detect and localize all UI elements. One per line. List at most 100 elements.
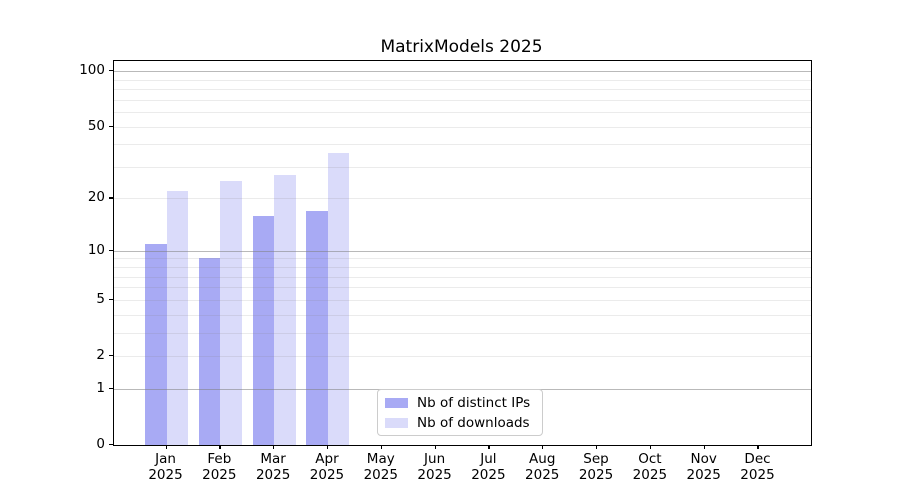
x-tick-month: Dec	[744, 451, 771, 467]
bar-nb-of-distinct-ips-feb	[198, 258, 221, 445]
x-tick-label-mar: Mar 2025	[243, 451, 303, 483]
minor-gridline	[114, 112, 811, 114]
y-tick-mark	[109, 387, 113, 390]
x-tick-month: Apr	[315, 451, 339, 467]
legend-swatch-distinct-ips	[385, 397, 408, 408]
minor-gridline	[114, 314, 811, 316]
minor-gridline	[114, 99, 811, 101]
y-tick-label: 0	[96, 436, 105, 452]
y-tick-label: 10	[87, 241, 105, 258]
x-tick-month: Jan	[155, 451, 176, 467]
x-tick-mark	[703, 445, 705, 449]
major-gridline	[114, 71, 811, 73]
x-tick-year: 2025	[632, 466, 668, 483]
y-tick-mark	[109, 298, 113, 301]
minor-gridline	[114, 299, 811, 301]
x-tick-month: Mar	[260, 451, 286, 467]
x-tick-mark	[326, 445, 329, 449]
x-tick-month: Feb	[207, 451, 232, 467]
x-tick-month: Jun	[424, 451, 446, 467]
legend-label-distinct-ips: Nb of distinct IPs	[417, 394, 531, 411]
x-tick-label-jul: Jul 2025	[458, 451, 518, 483]
x-tick-label-dec: Dec 2025	[727, 451, 787, 483]
x-tick-year: 2025	[363, 466, 398, 483]
x-tick-label-may: May 2025	[351, 451, 411, 483]
minor-gridline	[114, 356, 811, 357]
bar-nb-of-downloads-feb	[220, 181, 242, 445]
x-tick-year: 2025	[686, 466, 721, 483]
minor-gridline	[114, 126, 811, 128]
x-tick-mark	[488, 445, 490, 449]
x-tick-month: Nov	[690, 451, 717, 467]
y-tick-label: 2	[96, 347, 105, 363]
x-tick-mark	[273, 445, 275, 449]
x-tick-mark	[434, 445, 436, 449]
bar-nb-of-distinct-ips-jan	[145, 243, 167, 445]
x-tick-mark	[649, 445, 652, 449]
x-tick-mark	[542, 445, 544, 449]
x-tick-mark	[219, 445, 221, 449]
y-tick-label: 50	[87, 117, 105, 134]
legend: Nb of distinct IPs Nb of downloads	[377, 389, 543, 436]
bar-nb-of-distinct-ips-apr	[306, 210, 328, 445]
x-tick-year: 2025	[255, 466, 291, 483]
legend-label-downloads: Nb of downloads	[417, 414, 530, 431]
x-tick-year: 2025	[202, 466, 237, 483]
y-tick-mark	[109, 70, 113, 72]
x-tick-mark	[596, 445, 598, 449]
minor-gridline	[114, 79, 811, 81]
x-tick-label-aug: Aug 2025	[512, 451, 572, 483]
x-tick-label-apr: Apr 2025	[297, 451, 357, 483]
bar-nb-of-downloads-apr	[327, 152, 350, 445]
y-tick-label: 1	[96, 379, 105, 396]
minor-gridline	[114, 276, 811, 278]
y-tick-mark	[109, 197, 113, 199]
minor-gridline	[114, 332, 811, 334]
x-tick-year: 2025	[417, 466, 452, 483]
x-tick-label-sep: Sep 2025	[566, 451, 626, 483]
x-tick-mark	[165, 445, 167, 449]
x-tick-mark	[380, 445, 382, 449]
minor-gridline	[114, 258, 811, 260]
x-tick-month: Aug	[529, 451, 556, 467]
x-tick-label-feb: Feb 2025	[189, 451, 249, 483]
y-tick-mark	[109, 249, 113, 251]
minor-gridline	[114, 144, 811, 146]
minor-gridline	[114, 267, 811, 269]
y-tick-label: 5	[96, 290, 105, 307]
y-tick-mark	[109, 125, 113, 127]
x-tick-year: 2025	[578, 466, 614, 483]
minor-gridline	[114, 198, 811, 200]
chart-title: MatrixModels 2025	[380, 37, 543, 57]
y-tick-mark	[109, 444, 113, 446]
bar-nb-of-distinct-ips-mar	[252, 215, 275, 445]
x-tick-year: 2025	[740, 466, 775, 483]
major-gridline	[114, 250, 811, 252]
x-tick-month: Sep	[583, 451, 609, 467]
bar-nb-of-downloads-jan	[166, 191, 188, 445]
minor-gridline	[114, 166, 811, 168]
y-tick-mark	[109, 355, 113, 357]
x-tick-label-jan: Jan 2025	[136, 451, 196, 483]
x-tick-month: Oct	[638, 451, 662, 467]
legend-swatch-downloads	[385, 417, 408, 428]
plot-area	[113, 60, 812, 446]
x-tick-year: 2025	[309, 466, 345, 483]
bar-nb-of-downloads-mar	[274, 175, 296, 445]
x-tick-label-oct: Oct 2025	[620, 451, 680, 483]
x-tick-label-nov: Nov 2025	[674, 451, 734, 483]
x-tick-year: 2025	[525, 466, 560, 483]
legend-item-distinct-ips: Nb of distinct IPs	[385, 394, 534, 412]
x-tick-year: 2025	[148, 466, 183, 483]
y-tick-label: 20	[87, 189, 105, 206]
x-tick-mark	[757, 445, 759, 449]
y-tick-label: 100	[79, 62, 105, 79]
minor-gridline	[114, 287, 811, 289]
x-tick-label-jun: Jun 2025	[405, 451, 465, 483]
x-tick-year: 2025	[471, 466, 506, 483]
x-tick-month: Jul	[480, 451, 497, 467]
legend-item-downloads: Nb of downloads	[385, 414, 534, 432]
x-tick-month: May	[366, 451, 395, 467]
minor-gridline	[114, 89, 811, 91]
